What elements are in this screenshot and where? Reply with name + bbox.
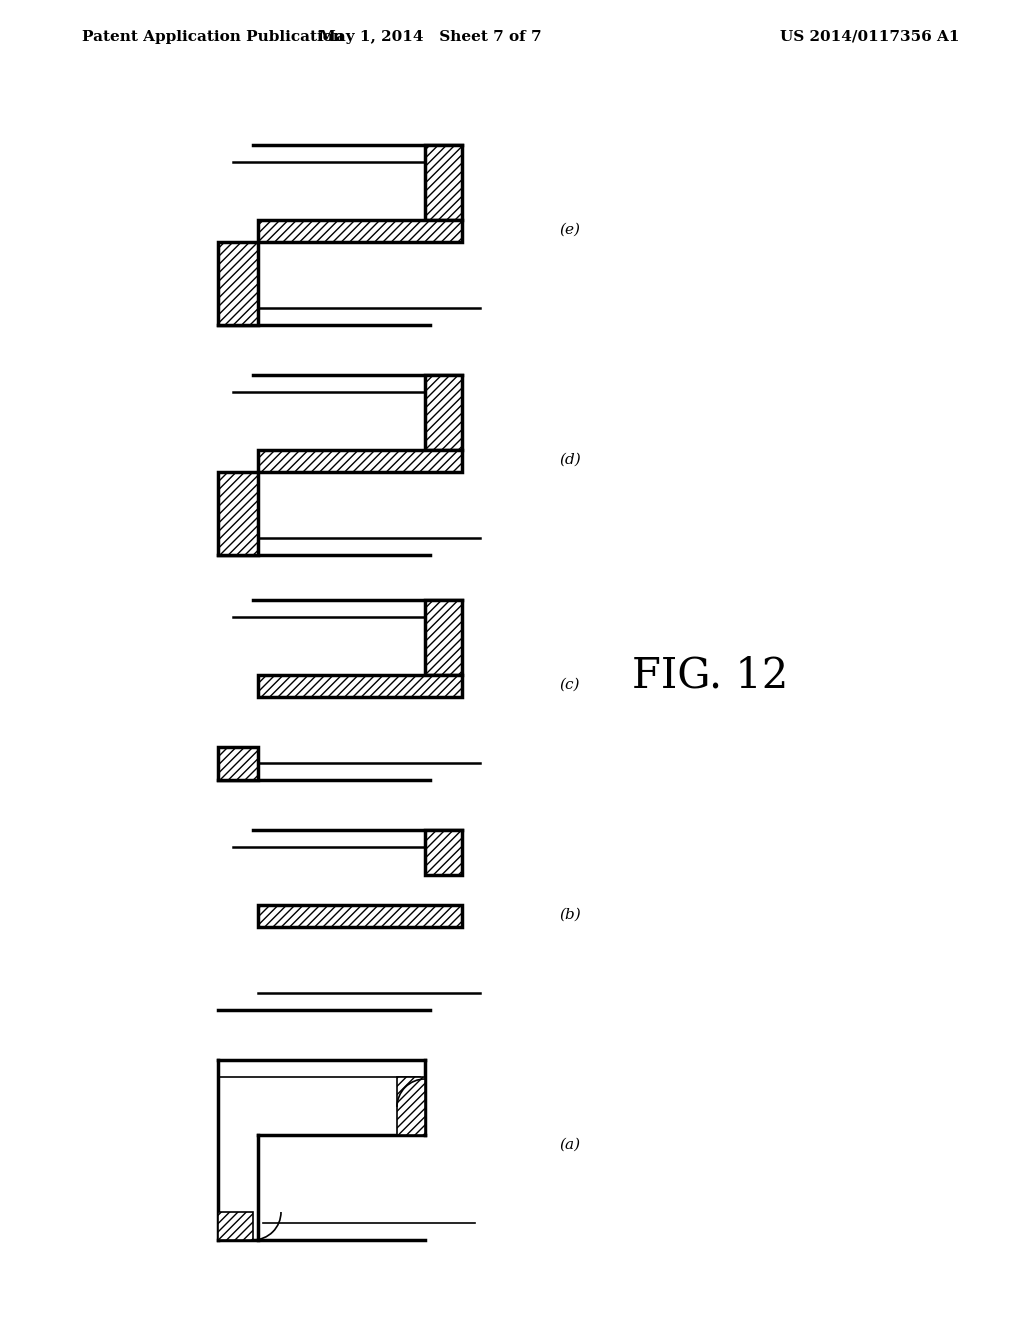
Bar <box>397 1077 425 1135</box>
Text: (c): (c) <box>560 678 581 692</box>
Bar <box>425 601 462 675</box>
Text: US 2014/0117356 A1: US 2014/0117356 A1 <box>780 30 959 44</box>
Bar <box>425 375 462 450</box>
Bar <box>218 747 258 780</box>
Bar <box>425 830 462 875</box>
Bar <box>425 145 462 220</box>
Bar <box>258 450 462 473</box>
Bar <box>218 473 258 554</box>
Text: (b): (b) <box>559 908 581 921</box>
Bar <box>258 220 462 242</box>
Bar <box>258 675 462 697</box>
Text: (d): (d) <box>559 453 581 467</box>
Text: May 1, 2014   Sheet 7 of 7: May 1, 2014 Sheet 7 of 7 <box>318 30 542 44</box>
Bar <box>258 906 462 927</box>
Text: FIG. 12: FIG. 12 <box>632 653 788 696</box>
Text: Patent Application Publication: Patent Application Publication <box>82 30 344 44</box>
Text: (e): (e) <box>559 223 581 238</box>
Text: (a): (a) <box>559 1138 581 1152</box>
Bar <box>218 242 258 325</box>
Bar <box>218 1212 253 1239</box>
